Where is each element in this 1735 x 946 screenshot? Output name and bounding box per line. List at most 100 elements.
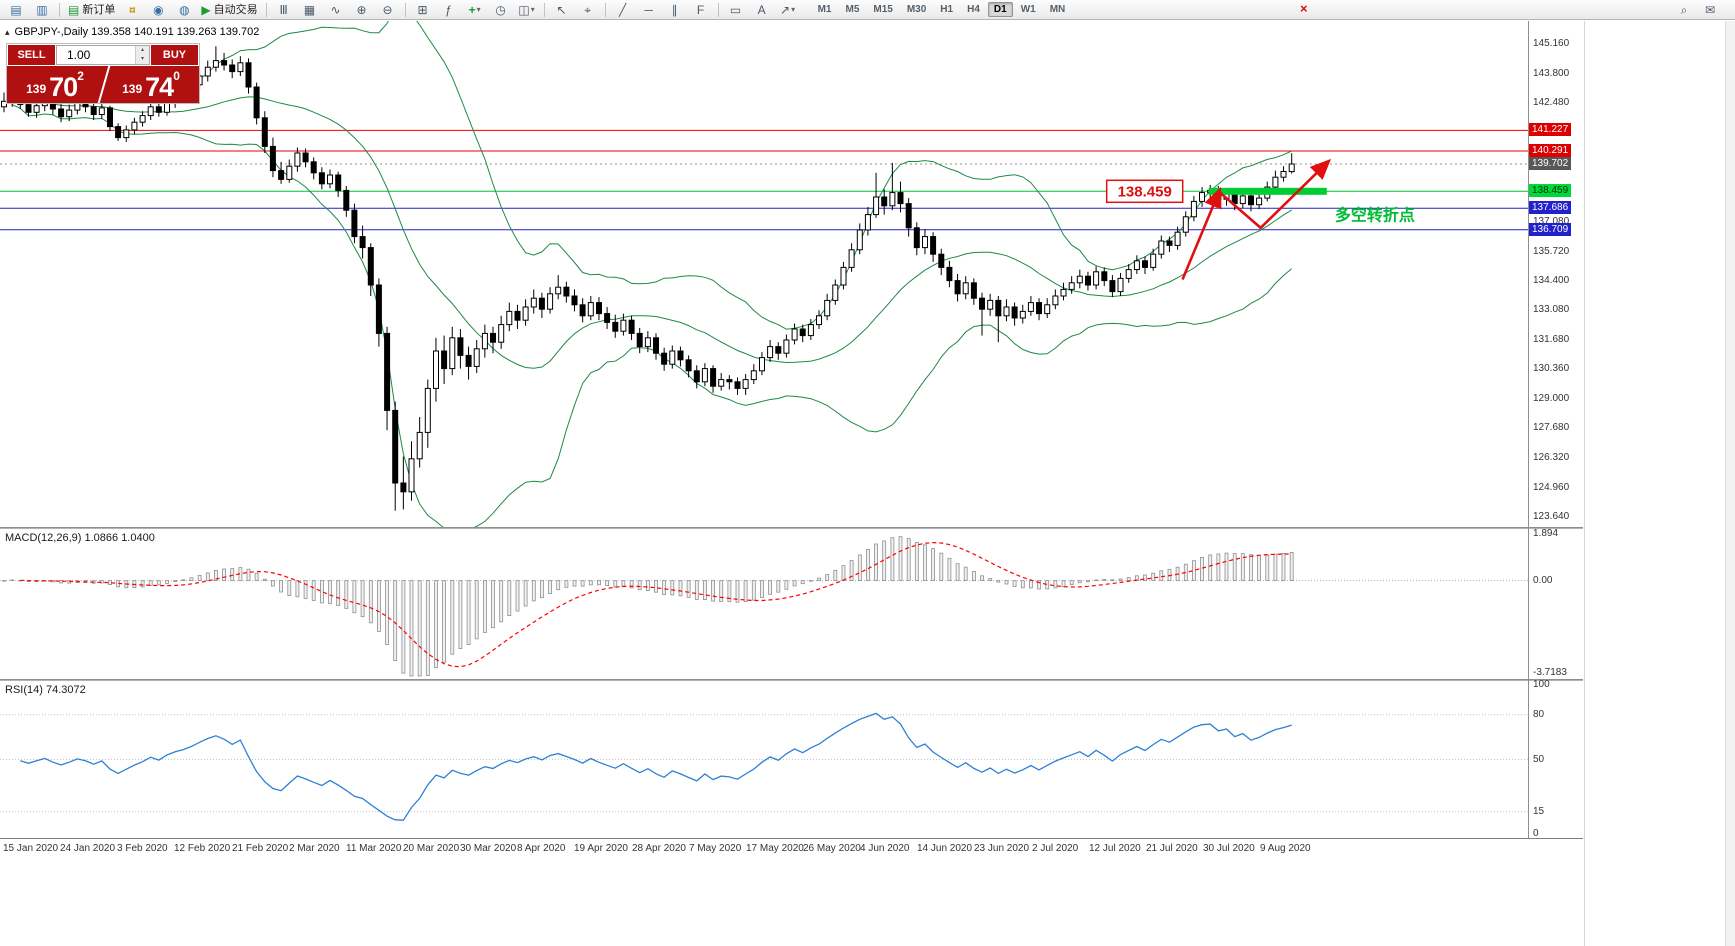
cursor-icon[interactable]: ↖: [550, 0, 574, 19]
price-tick-label: 130.360: [1533, 363, 1570, 374]
price-tick-label: 134.400: [1533, 275, 1570, 286]
price-annotation-box[interactable]: [1105, 179, 1184, 204]
channel-icon[interactable]: ∥: [663, 0, 687, 19]
price-level-badge: 136.709: [1529, 223, 1572, 236]
period-icon: ◷: [495, 2, 506, 17]
one-click-prices: 139 70 2 139 74 0: [7, 66, 199, 103]
timeframe-w1[interactable]: W1: [1020, 4, 1036, 15]
date-label: 3 Feb 2020: [117, 843, 168, 854]
hline-icon[interactable]: ─: [637, 0, 661, 19]
date-label: 2 Jul 2020: [1032, 843, 1079, 854]
one-click-collapse-icon[interactable]: ▴: [5, 26, 10, 37]
arrows-icon[interactable]: ↗ ▾: [776, 0, 800, 19]
zoom-in-icon[interactable]: ⊕: [350, 0, 374, 19]
volume-up-button[interactable]: ▴: [136, 46, 149, 55]
price-tick-label: 131.680: [1533, 334, 1570, 345]
timeframe-m1[interactable]: M1: [817, 4, 832, 15]
zoom-out-icon[interactable]: ⊖: [376, 0, 400, 19]
trend-arrow-2[interactable]: [1219, 158, 1332, 230]
sell-price-big: 70: [49, 72, 78, 102]
rsi-panel[interactable]: RSI(14) 74.3072: [0, 681, 1528, 838]
zoom-out-icon: ⊖: [382, 2, 393, 17]
timeframe-h1[interactable]: H1: [940, 4, 954, 15]
date-label: 11 Mar 2020: [346, 843, 402, 854]
fibonacci-icon[interactable]: F: [689, 0, 713, 19]
timeframe-mn[interactable]: MN: [1049, 4, 1066, 15]
community-icon[interactable]: ◉: [146, 0, 170, 19]
new-chart-icon[interactable]: ▤: [4, 0, 28, 19]
buy-price-base: 139: [122, 82, 143, 96]
toolbar-separator: [265, 2, 267, 17]
templates-icon: ◫: [518, 2, 530, 17]
period-icon[interactable]: ◷: [489, 0, 513, 19]
symbol-ohlc-line: GBPJPY-,Daily 139.358 140.191 139.263 13…: [14, 26, 260, 38]
autotrading-button[interactable]: ▶ 自动交易: [198, 0, 260, 19]
crosshair-icon[interactable]: ⌖: [576, 0, 600, 19]
vertical-scrollbar[interactable]: [1725, 21, 1735, 946]
toolbar-separator: [543, 2, 545, 17]
mail-icon[interactable]: ✉: [1704, 3, 1716, 17]
bollinger-upper-band: [12, 21, 1292, 330]
timeframe-d1[interactable]: D1: [987, 2, 1013, 17]
volume-spinner: ▴ ▾: [135, 46, 149, 64]
pivot-highlight-segment[interactable]: [1208, 187, 1327, 195]
shapes-icon[interactable]: ▭: [724, 0, 748, 19]
buy-button[interactable]: BUY: [151, 45, 198, 65]
indicators-icon[interactable]: ƒ: [437, 0, 461, 19]
timeframe-toolbar: M1 M5 M15 M30 H1 H4 D1 W1 MN: [811, 2, 1073, 17]
date-label: 30 Jul 2020: [1203, 843, 1255, 854]
add-indicator-button[interactable]: + ▾: [463, 0, 487, 19]
support-icon[interactable]: ◍: [172, 0, 196, 19]
candlestick-chart-icon: ▦: [303, 2, 316, 17]
timeframe-h4[interactable]: H4: [967, 4, 980, 15]
price-chart-panel[interactable]: 138.459 多空转折点: [0, 21, 1528, 527]
add-indicator-button: +: [468, 2, 476, 17]
rsi-axis[interactable]: 100 80 50 15 0: [1529, 679, 1583, 839]
trendline-icon[interactable]: ╱: [611, 0, 635, 19]
sell-price-button[interactable]: 139 70 2: [7, 66, 103, 103]
timeframe-m5[interactable]: M5: [845, 4, 860, 15]
date-label: 9 Aug 2020: [1260, 843, 1311, 854]
macd-panel[interactable]: MACD(12,26,9) 1.0866 1.0400: [0, 529, 1528, 679]
bar-chart-icon[interactable]: Ⅲ: [272, 0, 296, 19]
date-label: 28 Apr 2020: [632, 843, 686, 854]
price-tick-label: 145.160: [1533, 38, 1570, 49]
price-level-badge: 140.291: [1529, 144, 1572, 157]
line-chart-icon[interactable]: ∿: [324, 0, 348, 19]
trend-arrow-1[interactable]: [1181, 186, 1222, 280]
date-label: 30 Mar 2020: [460, 843, 517, 854]
price-chart-canvas[interactable]: 138.459 多空转折点: [0, 21, 1528, 527]
date-label: 19 Apr 2020: [574, 843, 628, 854]
date-axis[interactable]: 15 Jan 2020 24 Jan 2020 3 Feb 2020 12 Feb 2…: [0, 838, 1583, 863]
volume-input[interactable]: [57, 46, 135, 64]
chart-profiles-icon[interactable]: ▥: [30, 0, 54, 19]
sell-button[interactable]: SELL: [8, 45, 55, 65]
pivot-annotation-text[interactable]: 多空转折点: [1335, 206, 1415, 225]
new-order-button[interactable]: ▤ 新订单: [65, 0, 118, 19]
macd-axis[interactable]: 1.894 0.00 -3.7183: [1529, 528, 1583, 679]
rsi-canvas[interactable]: [0, 681, 1528, 838]
macd-canvas[interactable]: [0, 529, 1528, 679]
buy-price-button[interactable]: 139 74 0: [103, 66, 199, 103]
rsi-tick-label: 0: [1533, 828, 1539, 839]
chart-close-icon[interactable]: ×: [1300, 1, 1308, 16]
templates-icon[interactable]: ◫ ▾: [515, 0, 539, 19]
text-icon[interactable]: A: [750, 0, 774, 19]
timeframe-m30[interactable]: M30: [906, 4, 927, 15]
date-label: 14 Jun 2020: [917, 843, 973, 854]
price-tick-label: 129.000: [1533, 393, 1570, 404]
tile-windows-icon[interactable]: ⊞: [411, 0, 435, 19]
search-icon[interactable]: ⌕: [1680, 3, 1688, 17]
date-label: 7 May 2020: [689, 843, 742, 854]
panel-separator[interactable]: [0, 679, 1583, 681]
volume-down-button[interactable]: ▾: [136, 55, 149, 64]
bar-chart-icon: Ⅲ: [279, 2, 288, 17]
candlestick-chart-icon[interactable]: ▦: [298, 0, 322, 19]
timeframe-m15[interactable]: M15: [873, 4, 893, 15]
funds-icon[interactable]: ¤: [120, 0, 144, 19]
panel-separator[interactable]: [0, 527, 1583, 529]
price-tick-label: 124.960: [1533, 482, 1570, 493]
price-axis[interactable]: 145.160 143.800 142.480 137.080 135.720 134.4…: [1529, 21, 1583, 527]
autotrading-button: ▶: [201, 2, 211, 17]
